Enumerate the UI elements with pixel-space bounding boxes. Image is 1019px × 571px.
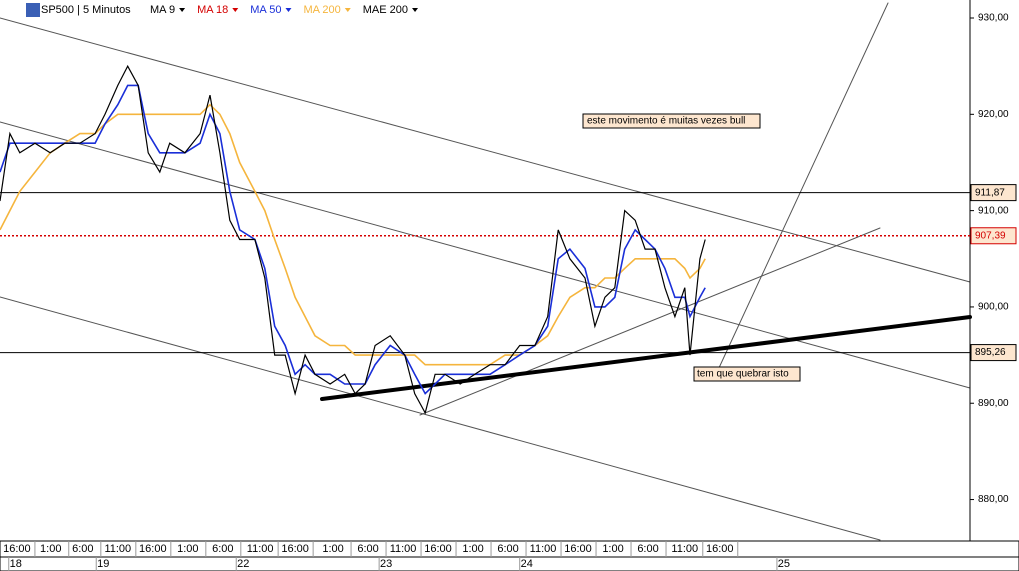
x-tick-label: 11:00 xyxy=(247,543,274,555)
annotation: tem que quebrar isto xyxy=(697,369,789,380)
x-tick-label: 1:00 xyxy=(177,543,198,555)
date-tick-label: 24 xyxy=(521,558,533,570)
annotation: este movimento é muitas vezes bull xyxy=(587,116,745,127)
legend-entry: MA 200 xyxy=(303,4,340,16)
y-tick-label: 910,00 xyxy=(978,205,1009,216)
trend-line xyxy=(717,2,889,371)
date-tick-label: 18 xyxy=(10,558,22,570)
channel-line xyxy=(0,17,971,283)
legend-entry: MA 9 xyxy=(150,4,175,16)
support-line xyxy=(320,315,972,401)
instrument-icon xyxy=(26,3,40,17)
date-tick-label: 22 xyxy=(237,558,249,570)
channel-line xyxy=(0,296,881,541)
x-tick-label: 16:00 xyxy=(706,543,734,555)
x-axis-band xyxy=(0,540,1019,571)
y-tick-label: 890,00 xyxy=(978,398,1009,409)
x-tick-label: 11:00 xyxy=(671,543,698,555)
x-tick-label: 6:00 xyxy=(212,543,233,555)
annotation-box xyxy=(693,366,801,382)
date-tick-label: 25 xyxy=(778,558,790,570)
x-tick-label: 11:00 xyxy=(530,543,557,555)
x-tick-label: 6:00 xyxy=(497,543,518,555)
legend-entry: MAE 200 xyxy=(363,4,408,16)
x-tick-label: 1:00 xyxy=(602,543,623,555)
series-line xyxy=(0,103,706,366)
legend-arrow xyxy=(344,8,351,12)
legend-arrow xyxy=(412,8,419,12)
x-tick-label: 16:00 xyxy=(139,543,167,555)
y-tick-label: 880,00 xyxy=(978,494,1009,505)
x-tick-label: 16:00 xyxy=(564,543,592,555)
x-tick-label: 1:00 xyxy=(322,543,343,555)
price-level-label: 911,87 xyxy=(975,187,1005,198)
x-tick-label: 11:00 xyxy=(104,543,131,555)
x-tick-label: 6:00 xyxy=(72,543,93,555)
annotation-box xyxy=(582,113,761,129)
y-tick-label: 900,00 xyxy=(978,302,1009,313)
series-line xyxy=(0,64,706,415)
x-tick-label: 1:00 xyxy=(40,543,61,555)
price-level-box xyxy=(970,227,1017,245)
date-tick-label: 19 xyxy=(97,558,109,570)
price-level-label: 895,26 xyxy=(975,347,1006,358)
legend-arrow xyxy=(232,8,239,12)
price-level-box xyxy=(970,184,1017,202)
legend-arrow xyxy=(285,8,292,12)
y-tick-label: 920,00 xyxy=(978,109,1009,120)
instrument: SP500 | 5 Minutos xyxy=(41,4,131,16)
x-tick-label: 1:00 xyxy=(462,543,483,555)
legend-entry: MA 18 xyxy=(197,4,228,16)
y-tick-label: 930,00 xyxy=(978,13,1009,24)
x-tick-label: 11:00 xyxy=(390,543,417,555)
x-tick-label: 16:00 xyxy=(281,543,309,555)
legend-entry: MA 50 xyxy=(250,4,281,16)
x-tick-label: 6:00 xyxy=(637,543,658,555)
series-line xyxy=(0,84,706,395)
x-tick-label: 16:00 xyxy=(424,543,452,555)
date-tick-label: 23 xyxy=(380,558,392,570)
price-level-label: 907,39 xyxy=(975,230,1006,241)
trend-line xyxy=(419,227,881,416)
x-tick-label: 6:00 xyxy=(357,543,378,555)
x-tick-label: 16:00 xyxy=(3,543,31,555)
price-level-box xyxy=(970,344,1017,362)
legend-arrow xyxy=(179,8,186,12)
